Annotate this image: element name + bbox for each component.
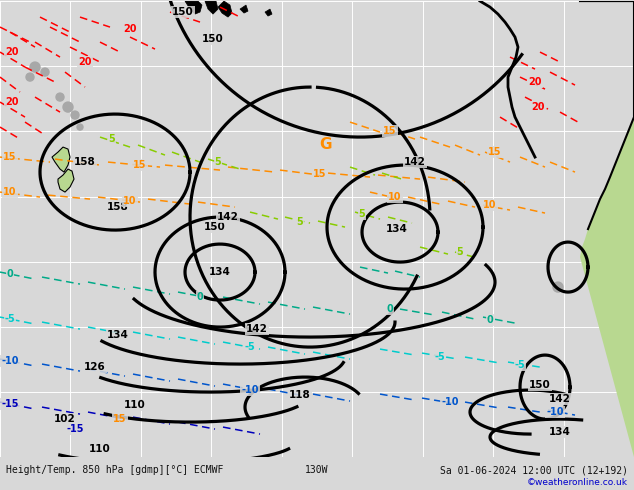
Circle shape <box>41 68 49 76</box>
Text: -5: -5 <box>515 360 526 370</box>
Text: 10: 10 <box>483 200 497 210</box>
Text: -5: -5 <box>435 352 445 362</box>
Text: 5: 5 <box>215 157 221 167</box>
Circle shape <box>63 102 73 112</box>
Text: 134: 134 <box>386 224 408 234</box>
Text: 5: 5 <box>359 209 365 219</box>
Text: 158: 158 <box>74 157 96 167</box>
Text: -15: -15 <box>1 399 19 409</box>
Text: 150: 150 <box>172 7 194 17</box>
Text: 130W: 130W <box>305 465 329 475</box>
Text: Height/Temp. 850 hPa [gdmp][°C] ECMWF: Height/Temp. 850 hPa [gdmp][°C] ECMWF <box>6 465 224 475</box>
Text: -5: -5 <box>4 314 15 324</box>
Text: 15: 15 <box>488 147 501 157</box>
Text: 15: 15 <box>383 126 397 136</box>
Text: 150: 150 <box>204 222 226 232</box>
Text: 134: 134 <box>549 427 571 437</box>
Text: 110: 110 <box>89 444 111 454</box>
Text: Sa 01-06-2024 12:00 UTC (12+192): Sa 01-06-2024 12:00 UTC (12+192) <box>439 465 628 475</box>
Polygon shape <box>58 169 74 192</box>
Text: 142: 142 <box>549 394 571 404</box>
Polygon shape <box>205 1 218 14</box>
Text: 20: 20 <box>123 24 137 34</box>
Polygon shape <box>52 147 70 172</box>
Text: 20: 20 <box>531 102 545 112</box>
Polygon shape <box>185 1 202 14</box>
Text: 118: 118 <box>289 390 311 400</box>
Text: 0: 0 <box>197 292 204 302</box>
Circle shape <box>77 124 83 130</box>
Text: 20: 20 <box>5 47 19 57</box>
Text: 5: 5 <box>297 217 304 227</box>
Circle shape <box>56 93 64 101</box>
Text: 134: 134 <box>209 267 231 277</box>
Text: 5: 5 <box>456 247 463 257</box>
Text: -10: -10 <box>242 385 259 395</box>
Text: 0: 0 <box>387 304 393 314</box>
Text: -15: -15 <box>66 424 84 434</box>
Text: 110: 110 <box>124 400 146 410</box>
Text: 15: 15 <box>133 160 146 170</box>
Text: 10: 10 <box>123 196 137 206</box>
Circle shape <box>26 73 34 81</box>
Circle shape <box>71 111 79 119</box>
Text: 142: 142 <box>404 157 426 167</box>
Text: 15: 15 <box>3 152 16 162</box>
Circle shape <box>30 62 40 72</box>
Text: 126: 126 <box>84 362 106 372</box>
Polygon shape <box>218 1 232 17</box>
Text: 15: 15 <box>313 169 327 179</box>
Text: 142: 142 <box>217 212 239 222</box>
Text: ©weatheronline.co.uk: ©weatheronline.co.uk <box>527 478 628 488</box>
Text: 102: 102 <box>54 414 76 424</box>
Text: G: G <box>319 137 331 151</box>
Circle shape <box>553 282 563 292</box>
Text: 20: 20 <box>5 97 19 107</box>
Text: -10: -10 <box>441 397 459 407</box>
Text: 150: 150 <box>529 380 551 390</box>
Text: -10: -10 <box>547 407 564 417</box>
Text: 134: 134 <box>107 330 129 340</box>
Text: 0: 0 <box>6 269 13 279</box>
Text: 5: 5 <box>108 134 115 144</box>
Text: 158: 158 <box>107 202 129 212</box>
Text: 10: 10 <box>3 187 16 197</box>
Text: 0: 0 <box>487 315 493 325</box>
Polygon shape <box>580 1 634 457</box>
Text: 15: 15 <box>113 414 127 424</box>
Text: -5: -5 <box>245 342 256 352</box>
Polygon shape <box>240 5 248 13</box>
Text: 20: 20 <box>528 77 541 87</box>
Text: 150: 150 <box>202 34 224 44</box>
Text: -10: -10 <box>1 356 19 366</box>
Text: 10: 10 <box>388 192 402 202</box>
Text: 20: 20 <box>78 57 92 67</box>
Text: 142: 142 <box>246 324 268 334</box>
Polygon shape <box>265 9 272 16</box>
